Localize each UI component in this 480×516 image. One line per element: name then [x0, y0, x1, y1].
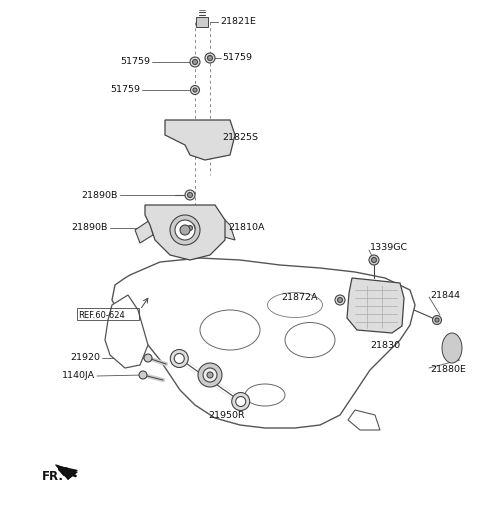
Circle shape: [174, 353, 184, 363]
Circle shape: [170, 349, 188, 367]
Ellipse shape: [200, 310, 260, 350]
Circle shape: [185, 223, 195, 233]
Circle shape: [170, 215, 200, 245]
Text: 21920: 21920: [70, 353, 100, 363]
Circle shape: [232, 393, 250, 411]
Ellipse shape: [267, 293, 323, 317]
Bar: [77, 308, 139, 320]
Text: REF.60-624: REF.60-624: [78, 311, 125, 319]
Circle shape: [188, 192, 192, 198]
Ellipse shape: [245, 384, 285, 406]
Circle shape: [205, 53, 215, 63]
Circle shape: [432, 315, 442, 325]
Circle shape: [207, 56, 213, 60]
Circle shape: [139, 371, 147, 379]
Circle shape: [369, 255, 379, 265]
Circle shape: [193, 88, 197, 92]
Circle shape: [185, 190, 195, 200]
Polygon shape: [165, 120, 235, 160]
Circle shape: [372, 257, 376, 263]
Text: 21872A: 21872A: [281, 294, 318, 302]
Polygon shape: [55, 464, 78, 480]
Text: 21821E: 21821E: [220, 18, 256, 26]
Circle shape: [435, 318, 439, 322]
Bar: [196, 17, 208, 27]
Polygon shape: [135, 220, 153, 243]
Text: 51759: 51759: [110, 86, 140, 94]
Circle shape: [203, 368, 217, 382]
Circle shape: [188, 225, 192, 231]
Circle shape: [144, 354, 152, 362]
Circle shape: [198, 363, 222, 387]
Text: 1140JA: 1140JA: [62, 372, 95, 380]
Polygon shape: [55, 465, 78, 480]
Text: 21825S: 21825S: [222, 134, 258, 142]
Text: 21950R: 21950R: [208, 411, 245, 420]
Polygon shape: [105, 295, 148, 368]
Ellipse shape: [442, 333, 462, 363]
Circle shape: [190, 57, 200, 67]
Polygon shape: [112, 258, 415, 428]
Text: 21880E: 21880E: [430, 365, 466, 375]
Circle shape: [236, 396, 246, 407]
Text: 51759: 51759: [222, 54, 252, 62]
Text: 21830: 21830: [370, 341, 400, 349]
Circle shape: [207, 372, 213, 378]
Circle shape: [175, 220, 195, 240]
Ellipse shape: [285, 322, 335, 358]
Circle shape: [335, 295, 345, 305]
Polygon shape: [217, 215, 235, 240]
Circle shape: [180, 225, 190, 235]
Circle shape: [191, 86, 200, 94]
Polygon shape: [347, 278, 404, 333]
Polygon shape: [145, 205, 225, 260]
Polygon shape: [348, 410, 380, 430]
Text: 21890B: 21890B: [82, 190, 118, 200]
Text: 21890B: 21890B: [72, 223, 108, 233]
Text: 21810A: 21810A: [228, 223, 264, 233]
Text: 1339GC: 1339GC: [370, 244, 408, 252]
Circle shape: [337, 298, 343, 302]
Text: 21844: 21844: [430, 291, 460, 299]
Text: 51759: 51759: [120, 57, 150, 67]
Circle shape: [192, 59, 197, 64]
Text: FR.: FR.: [42, 470, 64, 482]
